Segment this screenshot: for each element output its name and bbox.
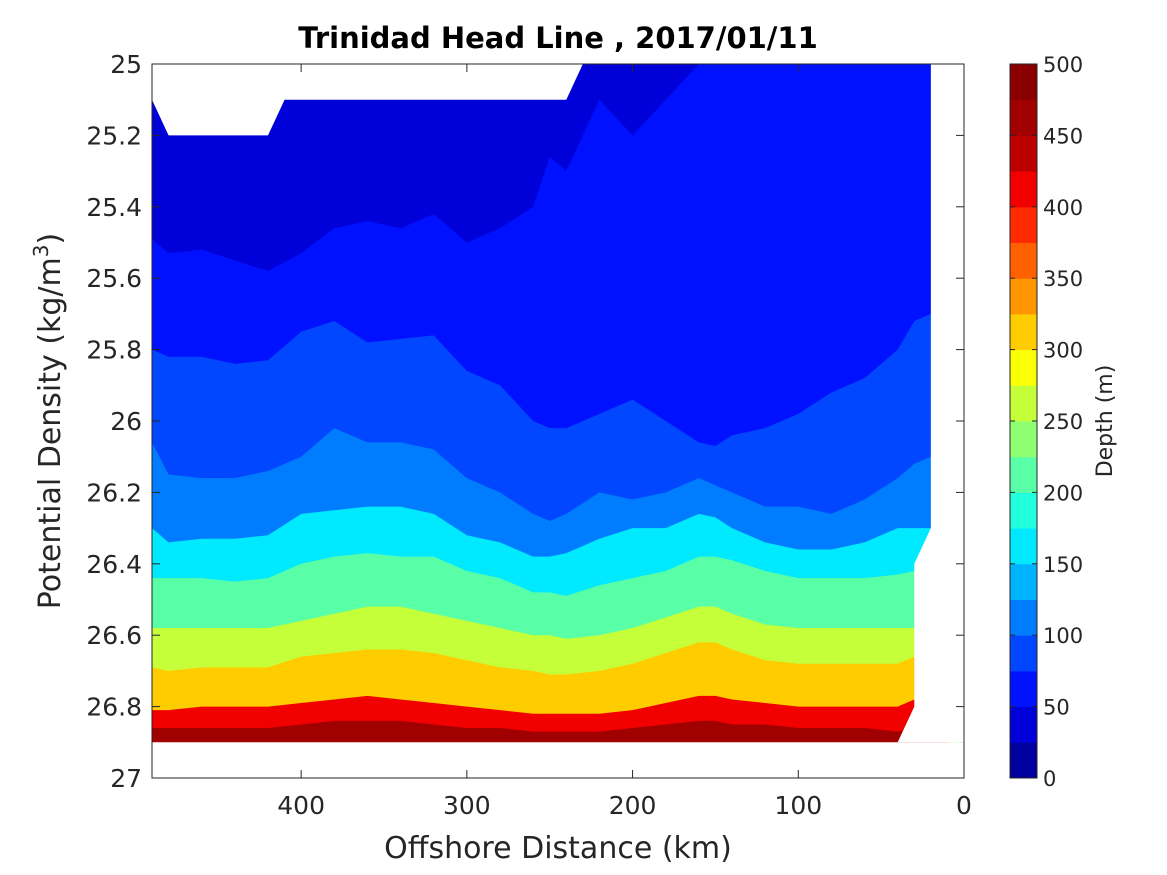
y-axis-label-main: Potential Density (kg/m — [33, 257, 68, 609]
colorbar-tick-label: 450 — [1043, 124, 1083, 148]
colorbar — [1010, 64, 1037, 779]
colorbar-segment — [1010, 313, 1037, 351]
chart-title: Trinidad Head Line , 2017/01/11 — [298, 21, 818, 55]
y-tick-label: 25.8 — [86, 336, 142, 365]
colorbar-segment — [1010, 635, 1037, 672]
y-tick-label: 27 — [110, 764, 142, 793]
colorbar-segment — [1010, 64, 1037, 101]
no-data-right — [897, 64, 964, 743]
colorbar-tick-label: 100 — [1043, 624, 1083, 648]
colorbar-tick-label: 500 — [1043, 53, 1083, 77]
colorbar-tick-label: 50 — [1043, 696, 1070, 720]
colorbar-tick-label: 0 — [1043, 767, 1056, 791]
x-axis: 400 300 200 100 0 — [277, 64, 972, 820]
y-tick-label: 25.4 — [86, 193, 142, 222]
colorbar-ticks: 0 50 100 150 200 250 300 350 400 450 500 — [1010, 53, 1083, 791]
x-tick-label: 100 — [774, 791, 822, 820]
colorbar-tick-label: 400 — [1043, 196, 1083, 220]
y-axis-label: Potential Density (kg/m3) — [29, 233, 68, 609]
contour-fills — [152, 64, 964, 778]
y-tick-label: 26.2 — [86, 478, 142, 507]
colorbar-segment — [1010, 349, 1037, 386]
colorbar-segment — [1010, 742, 1037, 779]
colorbar-segment — [1010, 456, 1037, 493]
colorbar-segment — [1010, 563, 1037, 600]
colorbar-segment — [1010, 206, 1037, 243]
colorbar-segment — [1010, 385, 1037, 422]
no-data-bottom — [152, 742, 964, 778]
colorbar-tick-label: 150 — [1043, 553, 1083, 577]
x-tick-label: 300 — [443, 791, 491, 820]
plot-area — [152, 64, 964, 778]
colorbar-tick-label: 300 — [1043, 339, 1083, 363]
y-tick-label: 26 — [110, 407, 142, 436]
colorbar-segment — [1010, 599, 1037, 636]
y-tick-label: 25.6 — [86, 264, 142, 293]
y-tick-label: 26.8 — [86, 693, 142, 722]
colorbar-segment — [1010, 278, 1037, 315]
colorbar-segment — [1010, 492, 1037, 529]
colorbar-segment — [1010, 99, 1037, 136]
colorbar-segment — [1010, 135, 1037, 172]
colorbar-segment — [1010, 242, 1037, 279]
y-tick-label: 26.4 — [86, 550, 142, 579]
colorbar-segment — [1010, 421, 1037, 458]
colorbar-tick-label: 350 — [1043, 267, 1083, 291]
y-axis-label-sup: 3 — [29, 244, 53, 257]
y-tick-label: 26.6 — [86, 621, 142, 650]
colorbar-segment — [1010, 171, 1037, 208]
colorbar-tick-label: 200 — [1043, 481, 1083, 505]
colorbar-label: Depth (m) — [1093, 365, 1118, 478]
colorbar-segment — [1010, 670, 1037, 708]
y-tick-label: 25 — [110, 50, 142, 79]
colorbar-segment — [1010, 706, 1037, 743]
x-tick-label: 200 — [609, 791, 657, 820]
colorbar-segment — [1010, 528, 1037, 565]
x-tick-label: 0 — [956, 791, 972, 820]
y-axis-label-close: ) — [33, 233, 68, 245]
x-tick-label: 400 — [277, 791, 325, 820]
y-axis: 25 25.2 25.4 25.6 25.8 26 26.2 26.4 26.6 26.8 27 — [86, 50, 964, 793]
colorbar-tick-label: 250 — [1043, 410, 1083, 434]
x-axis-label: Offshore Distance (km) — [384, 831, 732, 866]
no-data-regions — [152, 64, 964, 778]
y-tick-label: 25.2 — [86, 121, 142, 150]
no-data-top-left — [152, 64, 583, 136]
